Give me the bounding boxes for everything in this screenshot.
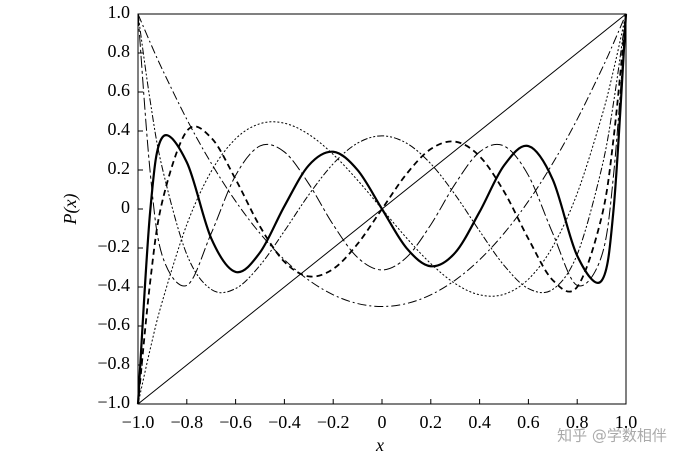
x-tick-label: 1.0 [615,412,638,432]
x-tick-label: −0.2 [317,412,350,432]
x-tick-label: 0 [378,412,387,432]
y-tick-label: −0.6 [97,314,130,334]
series-line [137,13,627,308]
x-tick-label: 0.2 [420,412,443,432]
watermark: 知乎 @学数相伴 [557,427,667,445]
x-tick-label: −0.4 [268,412,301,432]
x-tick-label: −1.0 [122,412,155,432]
x-axis-label: x [375,435,384,455]
y-tick-label: −0.2 [97,236,130,256]
x-tick-label: −0.6 [219,412,252,432]
series-line [137,13,627,287]
y-tick-label: 0.8 [108,41,131,61]
x-tick-label: −0.8 [170,412,203,432]
series-line [137,13,627,294]
y-axis-label: P(x) [60,194,81,226]
series-line [136,13,628,405]
y-tick-label: 0.6 [108,80,131,100]
y-tick-label: −0.8 [97,353,130,373]
series-line [137,13,627,405]
y-tick-label: 0.4 [108,119,131,139]
y-tick-label: −1.0 [97,392,130,412]
y-tick-label: 0.2 [108,158,131,178]
y-tick-label: 1.0 [108,2,131,22]
x-tick-label: 0.8 [566,412,589,432]
x-tick-label: 0.6 [517,412,540,432]
y-tick-label: −0.4 [97,275,130,295]
y-tick-label: 0 [121,197,130,217]
x-tick-label: 0.4 [468,412,491,432]
